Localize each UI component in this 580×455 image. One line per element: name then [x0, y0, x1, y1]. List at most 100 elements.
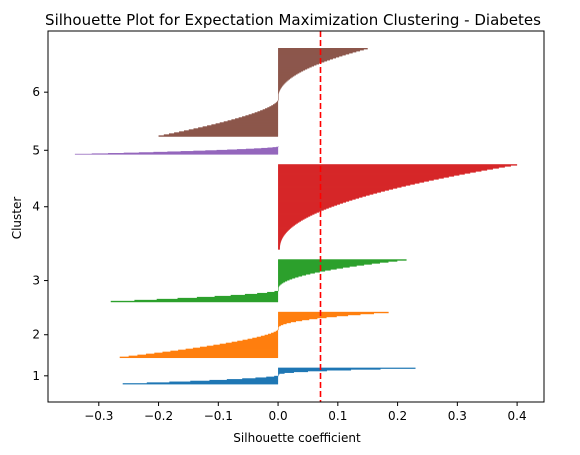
silhouette-bar	[278, 182, 420, 184]
silhouette-bar	[278, 319, 303, 322]
silhouette-bar	[219, 122, 279, 124]
silhouette-bar	[278, 217, 307, 219]
silhouette-bar	[278, 285, 280, 287]
silhouette-bar	[278, 74, 296, 76]
silhouette-bar	[278, 205, 335, 207]
silhouette-bar	[278, 273, 311, 275]
silhouette-bar	[278, 48, 368, 50]
silhouette-bar	[278, 239, 282, 241]
silhouette-bar	[262, 109, 279, 111]
y-tick-label: 2	[32, 328, 40, 342]
silhouette-bar	[278, 209, 324, 211]
silhouette-bar	[278, 76, 293, 78]
silhouette-bar	[215, 123, 279, 125]
silhouette-bar	[154, 352, 279, 355]
silhouette-bar	[278, 189, 389, 191]
silhouette-bar	[278, 240, 282, 242]
silhouette-bar	[278, 98, 279, 100]
silhouette-bar	[278, 192, 378, 194]
silhouette-bar	[278, 78, 291, 80]
silhouette-bar	[278, 167, 499, 169]
silhouette-bar	[254, 112, 279, 114]
silhouette-bar	[198, 127, 279, 129]
silhouette-bar	[178, 349, 279, 352]
silhouette-bar	[278, 219, 303, 221]
silhouette-bar	[278, 266, 350, 268]
silhouette-bar	[278, 93, 279, 95]
silhouette-bar	[269, 106, 279, 108]
silhouette-bar	[110, 300, 279, 303]
silhouette-bar	[278, 172, 471, 174]
silhouette-bar	[278, 180, 429, 182]
silhouette-bar	[278, 97, 279, 99]
silhouette-bar	[278, 82, 286, 84]
silhouette-bar	[278, 237, 283, 239]
silhouette-bar	[278, 263, 372, 265]
x-tick-label: 0.1	[328, 409, 347, 423]
silhouette-bar	[278, 56, 340, 58]
silhouette-bar	[278, 68, 308, 70]
silhouette-bar	[278, 95, 279, 97]
silhouette-bar	[211, 124, 279, 126]
silhouette-bar	[278, 91, 280, 93]
silhouette-bar	[278, 370, 308, 373]
silhouette-bar	[213, 344, 279, 347]
silhouette-bar	[278, 204, 338, 206]
silhouette-bar	[170, 350, 279, 353]
silhouette-bar	[145, 353, 279, 356]
silhouette-bar	[278, 321, 291, 324]
silhouette-bar	[278, 92, 279, 94]
silhouette-bar	[278, 259, 407, 261]
silhouette-bar	[278, 64, 317, 66]
silhouette-bar	[278, 55, 343, 57]
silhouette-bar	[278, 236, 284, 238]
silhouette-bar	[278, 229, 289, 231]
silhouette-bar	[260, 110, 279, 112]
silhouette-bar	[163, 134, 279, 136]
silhouette-bar	[278, 227, 292, 229]
silhouette-bar	[271, 105, 279, 107]
silhouette-bar	[278, 267, 344, 269]
silhouette-bar	[278, 198, 356, 200]
silhouette-bar	[278, 234, 285, 236]
silhouette-bar	[169, 381, 279, 383]
silhouette-bar	[278, 374, 279, 376]
silhouette-bar	[274, 290, 279, 293]
silhouette-bar	[278, 272, 315, 274]
silhouette-bar	[278, 216, 309, 218]
silhouette-bar	[278, 197, 360, 199]
silhouette-bar	[248, 114, 279, 116]
silhouette-bar	[278, 220, 302, 222]
silhouette-bar	[146, 382, 279, 384]
silhouette-bar	[278, 223, 297, 225]
silhouette-bar	[278, 265, 357, 267]
silhouette-bar	[207, 125, 279, 127]
silhouette-bar	[278, 281, 286, 283]
silhouette-bar	[278, 203, 340, 205]
x-axis-ticks: −0.3 −0.2 −0.1 0.0 0.1 0.2 0.3 0.4	[84, 402, 527, 423]
silhouette-bar	[278, 274, 307, 276]
silhouette-bar	[278, 275, 303, 277]
silhouette-bar	[252, 337, 279, 340]
silhouette-bar	[278, 368, 381, 370]
silhouette-bar	[278, 242, 281, 244]
silhouette-bar	[231, 119, 279, 121]
silhouette-bar	[278, 367, 416, 369]
silhouette-bar	[278, 372, 285, 374]
silhouette-bar	[231, 341, 279, 344]
silhouette-bar	[179, 131, 279, 133]
silhouette-bar	[265, 108, 279, 110]
silhouette-bar	[278, 261, 389, 263]
y-tick-label: 5	[32, 143, 40, 157]
silhouette-bar	[278, 373, 280, 375]
silhouette-bar	[278, 327, 279, 330]
silhouette-bar	[278, 176, 449, 178]
silhouette-bar	[278, 175, 455, 177]
silhouette-bar	[278, 279, 290, 281]
cluster-1-bars	[122, 367, 416, 385]
silhouette-bar	[278, 211, 319, 213]
silhouette-bar	[278, 210, 322, 212]
chart-title: Silhouette Plot for Expectation Maximiza…	[45, 11, 541, 29]
x-tick-label: −0.1	[204, 409, 233, 423]
